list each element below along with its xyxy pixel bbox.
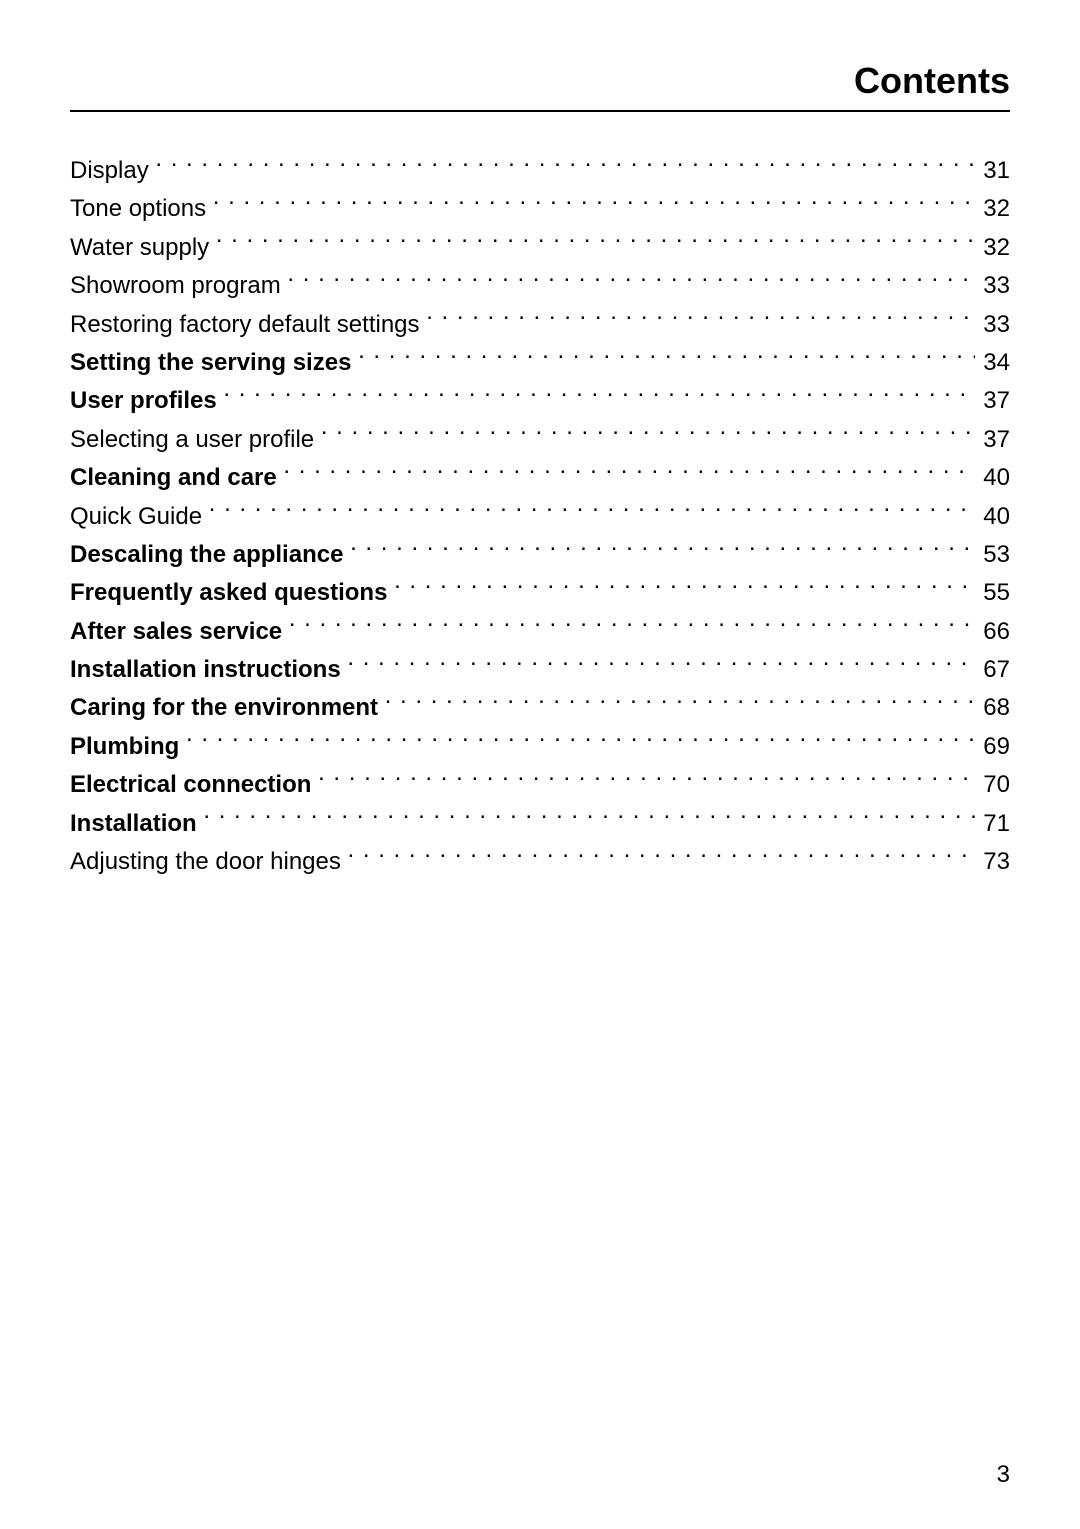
toc-entry: Frequently asked questions 55 (70, 574, 1010, 612)
toc-leader-dots (348, 845, 975, 869)
toc-entry-page: 69 (975, 728, 1010, 766)
toc-leader-dots (289, 615, 975, 639)
toc-leader-dots (426, 308, 974, 332)
toc-entry: Selecting a user profile 37 (70, 421, 1010, 459)
toc-entry-label: After sales service (70, 613, 289, 651)
toc-entry-label: Cleaning and care (70, 459, 283, 497)
toc-leader-dots (223, 384, 974, 408)
toc-entry-page: 33 (975, 267, 1010, 305)
toc-entry-label: Restoring factory default settings (70, 306, 426, 344)
toc-entry: Restoring factory default settings 33 (70, 306, 1010, 344)
toc-entry-label: Quick Guide (70, 498, 209, 536)
toc-entry: Electrical connection 70 (70, 766, 1010, 804)
toc-entry-label: Showroom program (70, 267, 287, 305)
page-title: Contents (70, 60, 1010, 112)
toc-entry: Installation instructions 67 (70, 651, 1010, 689)
toc-entry-page: 53 (975, 536, 1010, 574)
toc-entry-label: Installation (70, 805, 203, 843)
toc-entry: Setting the serving sizes 34 (70, 344, 1010, 382)
toc-entry-page: 37 (975, 421, 1010, 459)
toc-leader-dots (347, 653, 974, 677)
toc-leader-dots (321, 423, 975, 447)
toc-entry: Tone options 32 (70, 190, 1010, 228)
toc-entry-label: Selecting a user profile (70, 421, 321, 459)
toc-entry-label: Adjusting the door hinges (70, 843, 348, 881)
toc-entry-label: Caring for the environment (70, 689, 385, 727)
toc-entry: Adjusting the door hinges 73 (70, 843, 1010, 881)
toc-entry-page: 73 (975, 843, 1010, 881)
toc-entry-page: 40 (975, 498, 1010, 536)
toc-entry: Descaling the appliance 53 (70, 536, 1010, 574)
toc-leader-dots (203, 807, 974, 831)
toc-leader-dots (350, 538, 975, 562)
toc-entry: Plumbing 69 (70, 728, 1010, 766)
toc-entry-page: 71 (975, 805, 1010, 843)
toc-leader-dots (385, 691, 975, 715)
toc-entry-label: Water supply (70, 229, 216, 267)
toc-entry-page: 67 (975, 651, 1010, 689)
toc-entry-page: 37 (975, 382, 1010, 420)
page: Contents Display 31Tone options 32Water … (0, 0, 1080, 1529)
toc-entry-page: 32 (975, 229, 1010, 267)
toc-entry-page: 32 (975, 190, 1010, 228)
toc-leader-dots (283, 461, 974, 485)
toc-entry-page: 68 (975, 689, 1010, 727)
toc-entry: User profiles 37 (70, 382, 1010, 420)
toc-entry: After sales service 66 (70, 613, 1010, 651)
toc-entry-page: 66 (975, 613, 1010, 651)
toc-entry-label: Display (70, 152, 155, 190)
toc-entry-label: Descaling the appliance (70, 536, 350, 574)
table-of-contents: Display 31Tone options 32Water supply 32… (70, 152, 1010, 881)
toc-leader-dots (318, 768, 975, 792)
toc-entry-page: 40 (975, 459, 1010, 497)
toc-entry-label: Installation instructions (70, 651, 347, 689)
toc-entry-page: 33 (975, 306, 1010, 344)
toc-entry: Cleaning and care 40 (70, 459, 1010, 497)
toc-entry-page: 55 (975, 574, 1010, 612)
toc-entry: Quick Guide 40 (70, 498, 1010, 536)
toc-entry-page: 70 (975, 766, 1010, 804)
toc-entry: Showroom program 33 (70, 267, 1010, 305)
toc-entry-label: Setting the serving sizes (70, 344, 358, 382)
toc-entry-label: Tone options (70, 190, 213, 228)
toc-leader-dots (186, 730, 975, 754)
toc-entry-page: 31 (975, 152, 1010, 190)
toc-entry-label: Plumbing (70, 728, 186, 766)
toc-entry-label: Frequently asked questions (70, 574, 394, 612)
toc-leader-dots (213, 192, 975, 216)
toc-leader-dots (155, 154, 974, 178)
toc-entry-label: Electrical connection (70, 766, 318, 804)
toc-entry: Water supply 32 (70, 229, 1010, 267)
toc-entry: Installation 71 (70, 805, 1010, 843)
toc-entry: Display 31 (70, 152, 1010, 190)
toc-leader-dots (216, 231, 975, 255)
toc-entry-page: 34 (975, 344, 1010, 382)
toc-entry: Caring for the environment 68 (70, 689, 1010, 727)
toc-leader-dots (394, 576, 975, 600)
page-number: 3 (997, 1461, 1010, 1489)
toc-leader-dots (287, 269, 974, 293)
toc-entry-label: User profiles (70, 382, 223, 420)
toc-leader-dots (209, 500, 975, 524)
toc-leader-dots (358, 346, 975, 370)
